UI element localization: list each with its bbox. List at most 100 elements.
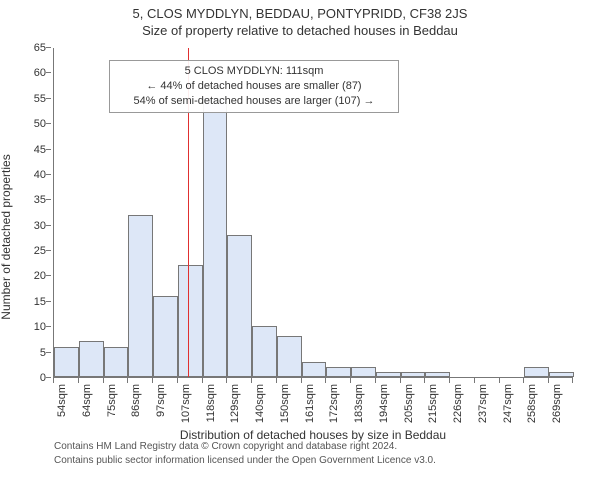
histogram-bar	[227, 235, 252, 377]
y-tick-label: 35	[34, 194, 46, 206]
histogram-bar	[104, 347, 129, 377]
footer-line-1: Contains HM Land Registry data © Crown c…	[54, 440, 600, 454]
x-tick-label: 129sqm	[229, 384, 241, 423]
x-tick-mark	[350, 378, 351, 383]
y-tick-mark	[46, 149, 51, 150]
histogram-bar	[326, 367, 351, 377]
histogram-bar	[277, 336, 302, 377]
annotation-line-2: ← 44% of detached houses are smaller (87…	[116, 79, 392, 94]
x-tick-mark	[177, 378, 178, 383]
x-tick-mark	[226, 378, 227, 383]
y-tick-mark	[46, 174, 51, 175]
y-tick-mark	[46, 123, 51, 124]
x-tick-mark	[127, 378, 128, 383]
histogram-bar	[524, 367, 549, 377]
x-tick-label: 247sqm	[502, 384, 514, 423]
x-tick-label: 183sqm	[353, 384, 365, 423]
x-tick-mark	[548, 378, 549, 383]
y-tick-mark	[46, 199, 51, 200]
y-tick-label: 60	[34, 67, 46, 79]
x-tick-label: 97sqm	[155, 384, 167, 417]
page-title: 5, CLOS MYDDLYN, BEDDAU, PONTYPRIDD, CF3…	[0, 0, 600, 21]
y-tick-mark	[46, 98, 51, 99]
x-tick-mark	[53, 378, 54, 383]
y-tick-label: 15	[34, 296, 46, 308]
histogram-bar	[425, 372, 450, 377]
x-tick-mark	[301, 378, 302, 383]
histogram-bar	[178, 265, 203, 377]
x-tick-mark	[325, 378, 326, 383]
y-tick-label: 0	[40, 372, 46, 384]
histogram-bar	[54, 347, 79, 377]
annotation-line-3: 54% of semi-detached houses are larger (…	[116, 94, 392, 109]
x-tick-label: 140sqm	[254, 384, 266, 423]
histogram-bar	[153, 296, 178, 377]
x-tick-mark	[523, 378, 524, 383]
x-tick-label: 205sqm	[403, 384, 415, 423]
y-tick-label: 20	[34, 270, 46, 282]
x-tick-label: 194sqm	[378, 384, 390, 423]
x-tick-label: 172sqm	[328, 384, 340, 423]
x-axis-label: Distribution of detached houses by size …	[53, 428, 573, 442]
x-tick-mark	[424, 378, 425, 383]
y-tick-mark	[46, 301, 51, 302]
x-tick-label: 215sqm	[427, 384, 439, 423]
x-tick-label: 118sqm	[205, 384, 217, 422]
y-tick-label: 25	[34, 245, 46, 257]
x-tick-label: 64sqm	[81, 384, 93, 417]
x-tick-label: 237sqm	[477, 384, 489, 423]
y-tick-mark	[46, 72, 51, 73]
x-tick-mark	[251, 378, 252, 383]
x-tick-mark	[276, 378, 277, 383]
x-tick-mark	[499, 378, 500, 383]
x-tick-label: 269sqm	[551, 384, 563, 423]
annotation-line-1: 5 CLOS MYDDLYN: 111sqm	[116, 64, 392, 79]
histogram-bar	[351, 367, 376, 377]
histogram-bar	[376, 372, 401, 377]
footer-line-2: Contains public sector information licen…	[54, 454, 600, 468]
x-tick-mark	[202, 378, 203, 383]
y-tick-label: 45	[34, 144, 46, 156]
y-tick-mark	[46, 225, 51, 226]
histogram-bar	[128, 215, 153, 377]
y-tick-mark	[46, 275, 51, 276]
x-tick-label: 258sqm	[526, 384, 538, 423]
y-tick-label: 50	[34, 118, 46, 130]
plot-area: 5 CLOS MYDDLYN: 111sqm ← 44% of detached…	[53, 48, 573, 378]
x-tick-mark	[474, 378, 475, 383]
x-tick-mark	[572, 378, 573, 383]
y-ticks: 05101520253035404550556065	[0, 48, 50, 378]
histogram-bar	[252, 326, 277, 377]
x-tick-label: 75sqm	[106, 384, 118, 417]
x-tick-label: 161sqm	[304, 384, 316, 423]
histogram-bar	[79, 341, 104, 377]
x-tick-label: 150sqm	[279, 384, 291, 423]
chart-container: Number of detached properties 0510152025…	[0, 38, 600, 436]
x-tick-mark	[449, 378, 450, 383]
y-tick-label: 65	[34, 42, 46, 54]
y-tick-mark	[46, 377, 51, 378]
annotation-box: 5 CLOS MYDDLYN: 111sqm ← 44% of detached…	[109, 60, 399, 113]
x-tick-label: 107sqm	[180, 384, 192, 423]
x-tick-mark	[400, 378, 401, 383]
x-tick-mark	[78, 378, 79, 383]
x-tick-mark	[103, 378, 104, 383]
histogram-bar	[203, 98, 228, 377]
x-tick-mark	[152, 378, 153, 383]
y-tick-label: 40	[34, 169, 46, 181]
histogram-bar	[401, 372, 426, 377]
x-tick-label: 54sqm	[56, 384, 68, 417]
y-tick-label: 10	[34, 321, 46, 333]
x-tick-label: 226sqm	[452, 384, 464, 423]
chart-subtitle: Size of property relative to detached ho…	[0, 21, 600, 38]
y-tick-label: 5	[40, 347, 46, 359]
y-tick-mark	[46, 326, 51, 327]
x-ticks: 54sqm 64sqm 75sqm 86sqm 97sqm 107sqm 118sqm 129…	[53, 378, 573, 428]
y-tick-mark	[46, 250, 51, 251]
x-tick-mark	[375, 378, 376, 383]
y-tick-mark	[46, 47, 51, 48]
x-tick-label: 86sqm	[130, 384, 142, 417]
y-tick-mark	[46, 352, 51, 353]
histogram-bar	[549, 372, 574, 377]
y-tick-label: 55	[34, 93, 46, 105]
